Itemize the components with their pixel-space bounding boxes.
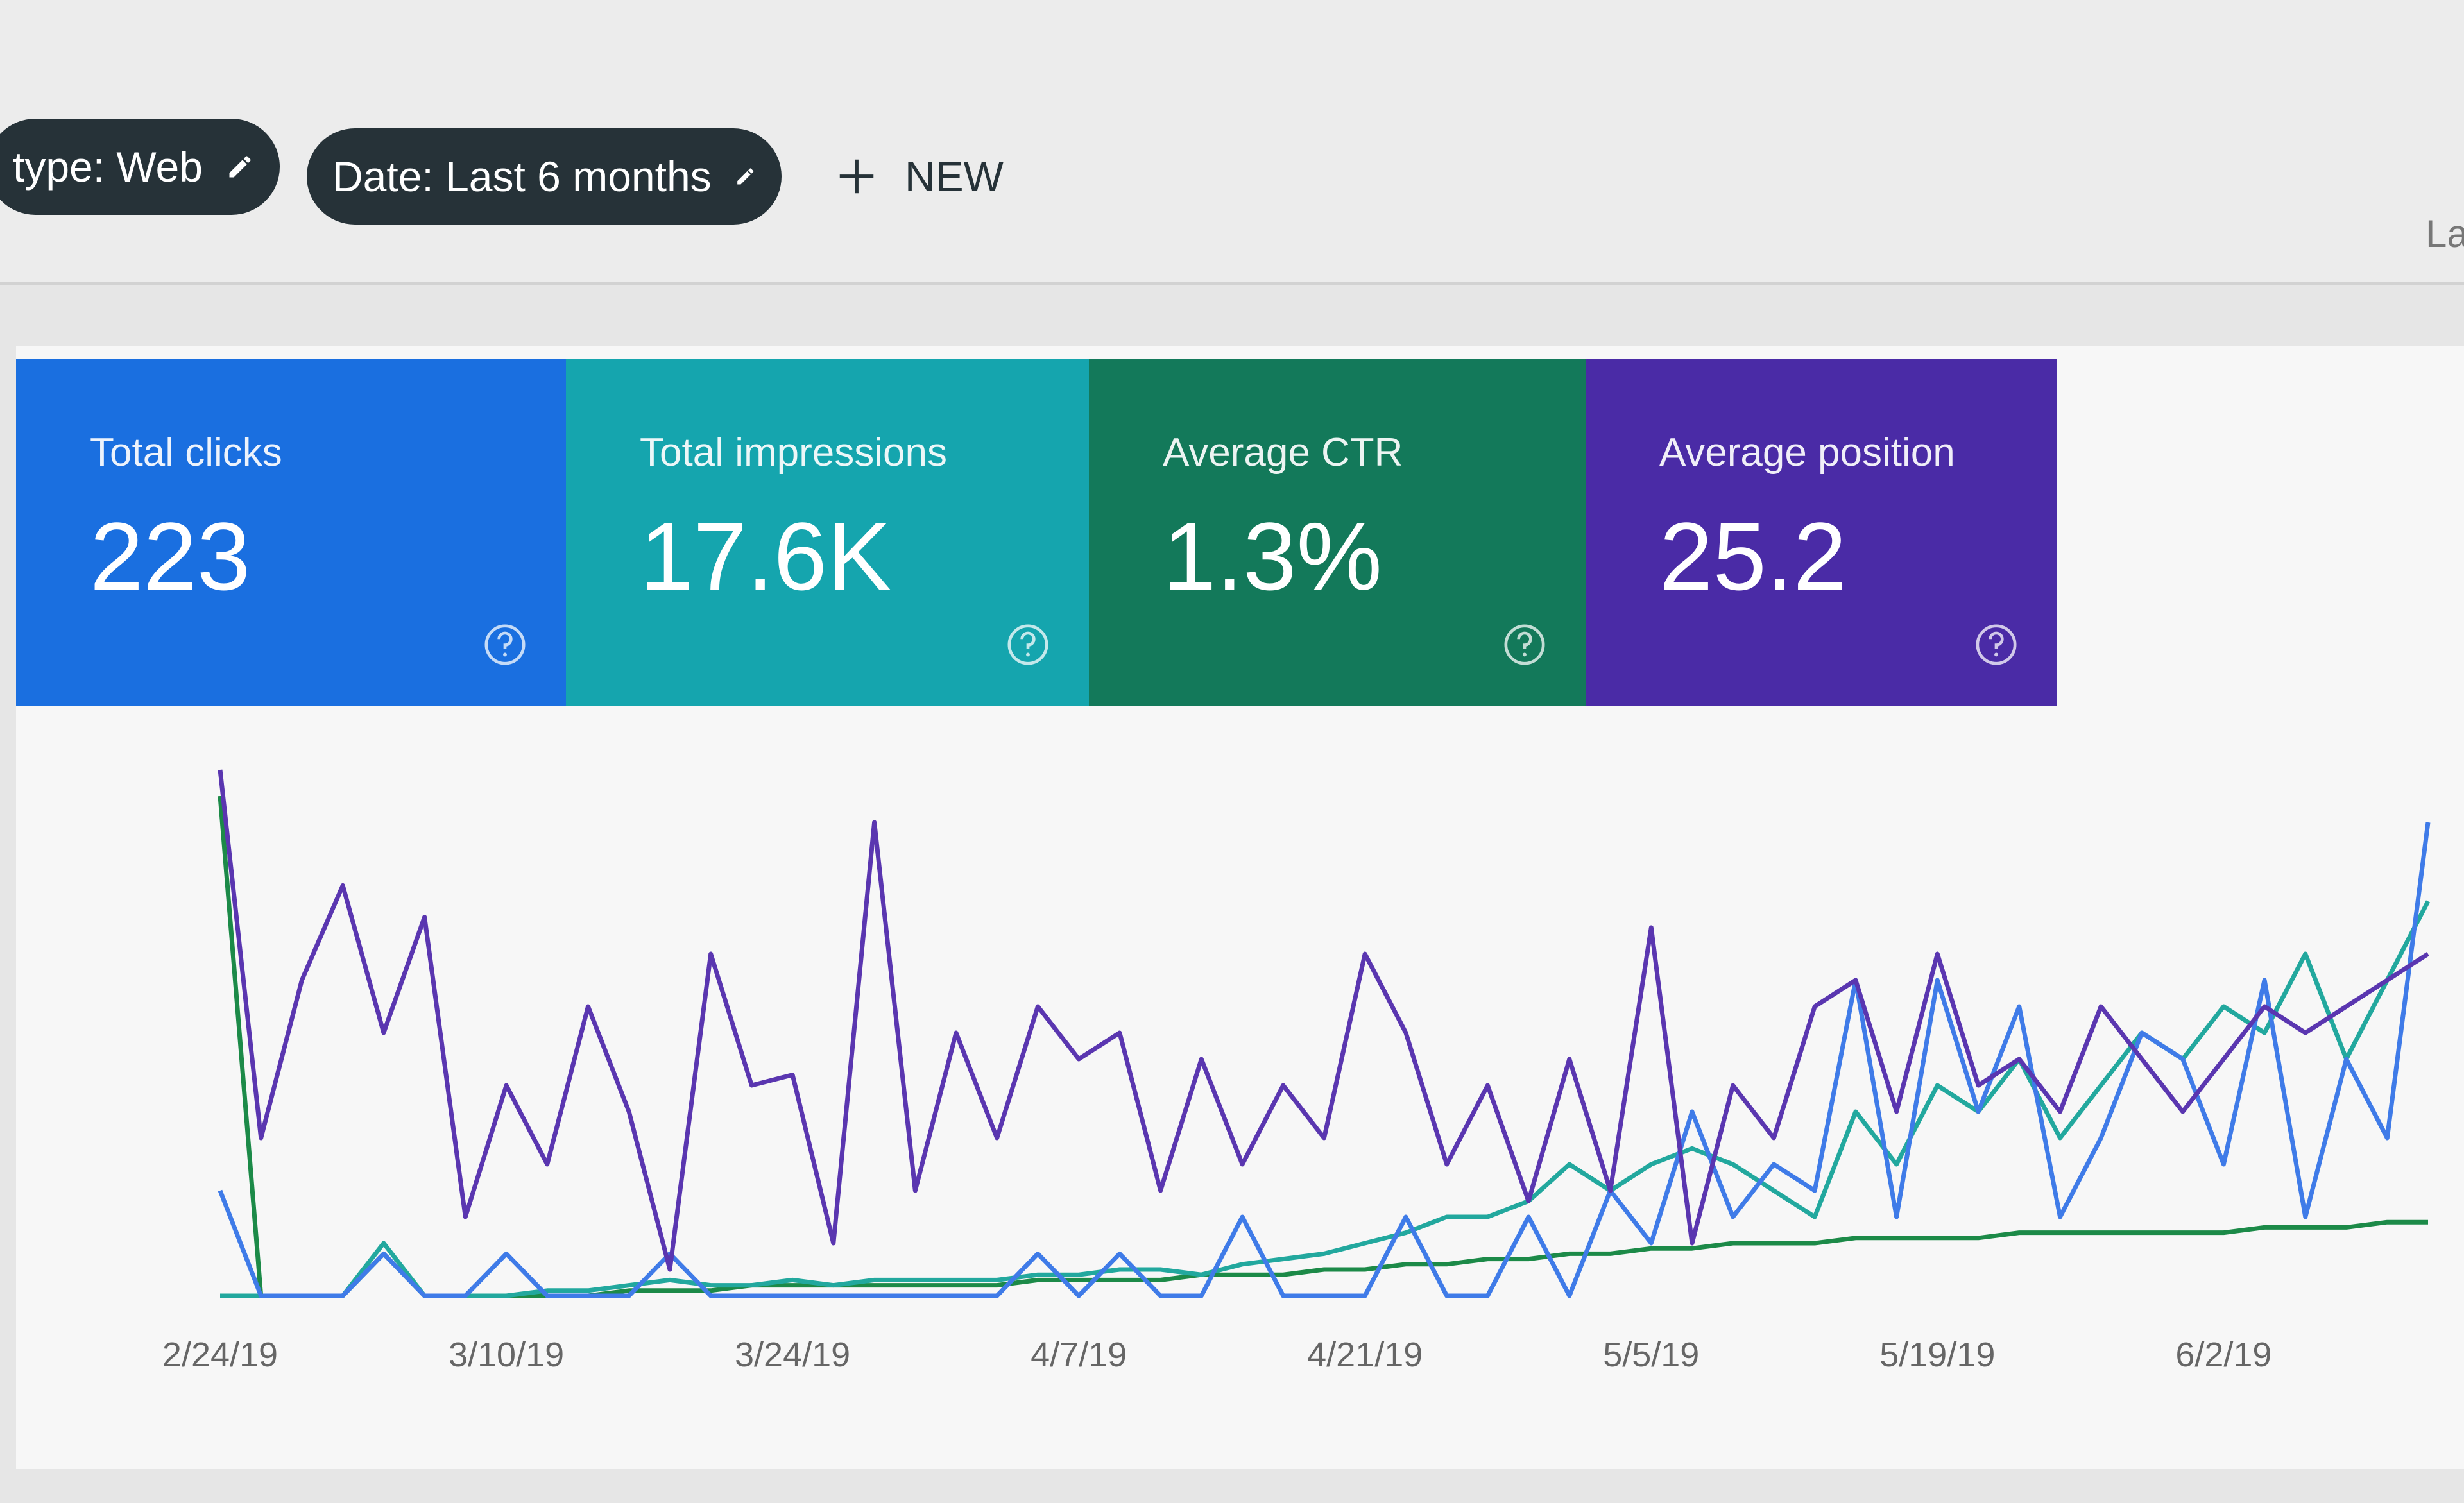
metric-title: Total impressions: [640, 430, 947, 475]
filter-chip[interactable]: Date: Last 6 months: [307, 128, 782, 225]
help-icon[interactable]: [1974, 622, 2019, 667]
metric-value: 1.3%: [1163, 502, 1382, 610]
help-icon[interactable]: [483, 622, 527, 667]
metric-value: 223: [90, 502, 251, 610]
filter-chip[interactable]: type: Web: [0, 119, 280, 215]
metric-card[interactable]: Total impressions 17.6K: [566, 359, 1089, 706]
edit-icon: [737, 168, 753, 185]
edit-icon: [229, 156, 251, 178]
metric-title: Average CTR: [1163, 430, 1403, 475]
plus-icon: [839, 159, 874, 194]
metric-card[interactable]: Average CTR 1.3%: [1089, 359, 1586, 706]
new-filter-button[interactable]: NEW: [834, 141, 1004, 212]
metric-title: Average position: [1659, 430, 1955, 475]
metric-card[interactable]: Total clicks 223: [16, 359, 566, 706]
metric-value: 17.6K: [640, 502, 891, 610]
metric-card[interactable]: Average position 25.2: [1586, 359, 2057, 706]
cut-label: La: [2426, 212, 2464, 255]
button-label: NEW: [905, 153, 1004, 200]
chip-label: Date: Last 6 months: [332, 153, 712, 200]
filter-bar: type: Web Date: Last 6 months NEW La: [0, 0, 2464, 285]
metric-title: Total clicks: [90, 430, 282, 475]
help-icon[interactable]: [1502, 622, 1547, 667]
metric-value: 25.2: [1659, 502, 1847, 610]
help-icon[interactable]: [1005, 622, 1050, 667]
chip-label: type: Web: [13, 143, 203, 191]
